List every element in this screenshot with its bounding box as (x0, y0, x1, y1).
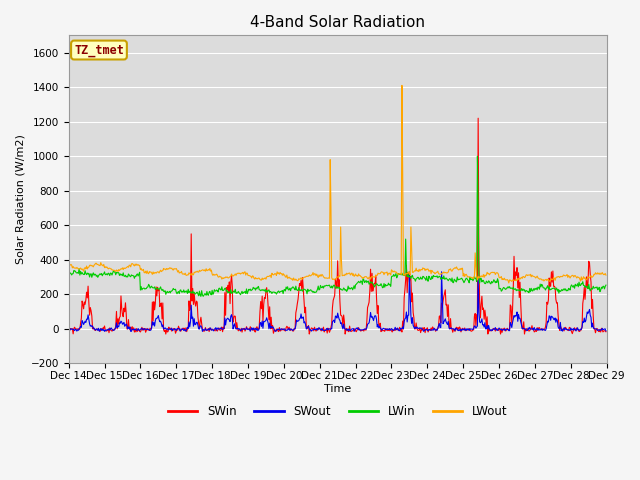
Line: SWin: SWin (68, 118, 606, 334)
SWin (185, 298, 193, 304)
SWout (65, 326, 72, 332)
Line: LWout: LWout (68, 85, 606, 283)
LWout (505, 280, 513, 286)
Line: LWin: LWin (68, 156, 606, 296)
LWin (130, 273, 138, 279)
LWin (403, 274, 411, 279)
Title: 4-Band Solar Radiation: 4-Band Solar Radiation (250, 15, 425, 30)
LWout (74, 266, 82, 272)
LWout (212, 271, 220, 277)
SWin (214, 328, 221, 334)
SWout (130, 327, 138, 333)
LWout (602, 272, 610, 278)
SWout (184, 325, 192, 331)
SWout (406, 269, 413, 275)
X-axis label: Time: Time (324, 384, 351, 394)
LWin (199, 293, 207, 299)
LWout (65, 261, 72, 267)
SWout (212, 327, 220, 333)
SWout (403, 319, 411, 325)
Text: TZ_tmet: TZ_tmet (74, 44, 124, 57)
SWin (130, 325, 138, 331)
SWin (419, 325, 427, 331)
LWout (403, 271, 411, 276)
SWout (420, 328, 428, 334)
SWout (602, 328, 610, 334)
LWin (184, 287, 192, 292)
LWin (602, 282, 610, 288)
LWin (74, 270, 82, 276)
LWout (184, 272, 192, 278)
Y-axis label: Solar Radiation (W/m2): Solar Radiation (W/m2) (15, 134, 25, 264)
SWin (74, 326, 82, 332)
LWout (398, 83, 406, 88)
SWout (350, 328, 358, 334)
SWout (74, 327, 82, 333)
Legend: SWin, SWout, LWin, LWout: SWin, SWout, LWin, LWout (163, 401, 512, 423)
LWout (419, 265, 427, 271)
SWin (474, 115, 482, 121)
SWin (162, 331, 170, 337)
LWin (474, 153, 481, 159)
Line: SWout: SWout (68, 272, 606, 331)
LWout (130, 262, 138, 268)
LWin (65, 271, 72, 277)
SWin (403, 289, 411, 295)
SWin (65, 326, 72, 332)
LWin (214, 288, 221, 293)
LWin (419, 274, 427, 279)
SWin (602, 329, 610, 335)
